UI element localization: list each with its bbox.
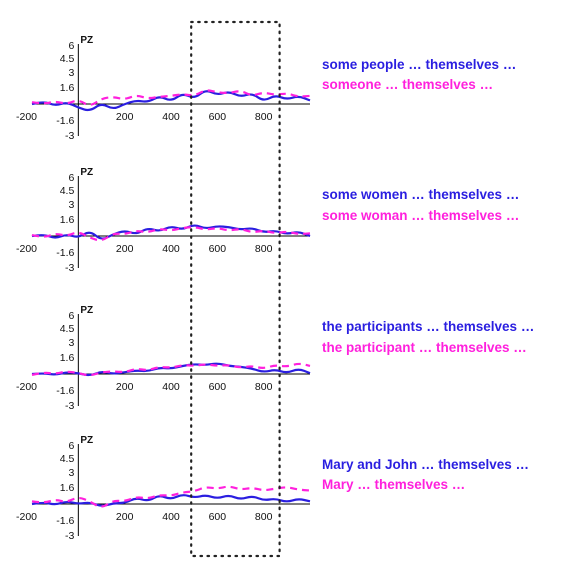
series-line-1: [31, 90, 311, 112]
legend-entry-2: someone … themselves …: [322, 77, 493, 92]
channel-label: PZ: [80, 35, 93, 46]
channel-label: PZ: [80, 435, 93, 446]
erp-panel-3: PZ 64.5 3 1.6 -1.6 -3 -200 200 400 600 800 the part…: [16, 305, 534, 412]
y-tick-label: 3: [68, 67, 74, 79]
y-tick-label: 6: [68, 172, 74, 184]
y-tick-label: 4.5: [60, 323, 75, 335]
y-tick-label: 4.5: [60, 185, 75, 197]
y-tick-label: -3: [65, 262, 74, 274]
y-tick-label: -3: [65, 130, 74, 142]
y-tick-label: 4.5: [60, 53, 75, 65]
legend-entry-2: Mary … themselves …: [322, 477, 465, 492]
y-tick-label: 3: [68, 337, 74, 349]
x-tick-label: 800: [255, 243, 273, 255]
y-tick-label: 1.6: [60, 82, 75, 94]
y-tick-label: 6: [68, 440, 74, 452]
x-tick-label: 400: [162, 111, 180, 123]
legend-entry-1: the participants … themselves …: [322, 319, 534, 334]
series-line-2: [31, 485, 311, 508]
x-tick-label: 600: [209, 111, 227, 123]
x-tick-label: 200: [116, 511, 134, 523]
x-tick-label: 600: [209, 511, 227, 523]
y-tick-label: -1.6: [56, 115, 74, 127]
x-tick-label: 400: [162, 381, 180, 393]
y-tick-label: 4.5: [60, 453, 75, 465]
channel-label: PZ: [80, 167, 93, 178]
y-tick-label: 3: [68, 467, 74, 479]
y-tick-label: 1.6: [60, 482, 75, 494]
series-line-2: [31, 362, 311, 377]
y-tick-label: -3: [65, 530, 74, 542]
series-line-1: [31, 494, 311, 507]
y-tick-label: 6: [68, 40, 74, 52]
y-tick-label: -1.6: [56, 515, 74, 527]
time-window-box: [190, 20, 281, 558]
legend-entry-1: some people … themselves …: [322, 57, 516, 72]
x-tick-label: 400: [162, 511, 180, 523]
x-tick-label: 200: [116, 381, 134, 393]
x-tick-label: 600: [209, 243, 227, 255]
x-tick-label: -200: [16, 111, 37, 123]
x-tick-label: 800: [255, 381, 273, 393]
x-tick-label: -200: [16, 381, 37, 393]
legend-entry-2: the participant … themselves …: [322, 340, 527, 355]
erp-panel-4: PZ 64.5 3 1.6 -1.6 -3 -200 200 400 600 800 Mary and…: [16, 435, 529, 542]
y-tick-label: -1.6: [56, 247, 74, 259]
erp-panel-1: PZ 64.5 3 1.6 -1.6 -3 -200 200 400 600 800 some peo…: [16, 35, 516, 142]
y-tick-label: 1.6: [60, 352, 75, 364]
legend-entry-2: some woman … themselves …: [322, 208, 519, 223]
x-tick-label: 800: [255, 511, 273, 523]
x-tick-label: 800: [255, 111, 273, 123]
x-tick-label: 400: [162, 243, 180, 255]
legend-entry-1: Mary and John … themselves …: [322, 457, 529, 472]
series-line-2: [31, 89, 311, 106]
y-tick-label: -1.6: [56, 385, 74, 397]
x-tick-label: 200: [116, 111, 134, 123]
x-tick-label: 200: [116, 243, 134, 255]
series-line-2: [31, 226, 311, 242]
y-tick-label: 6: [68, 310, 74, 322]
x-tick-label: 600: [209, 381, 227, 393]
x-tick-label: -200: [16, 511, 37, 523]
y-tick-label: 3: [68, 199, 74, 211]
legend-entry-1: some women … themselves …: [322, 187, 519, 202]
x-tick-label: -200: [16, 243, 37, 255]
y-tick-label: -3: [65, 400, 74, 412]
y-tick-label: 1.6: [60, 214, 75, 226]
erp-panel-2: PZ 64.5 3 1.6 -1.6 -3 -200 200 400 600 800 some wom…: [16, 167, 519, 274]
channel-label: PZ: [80, 305, 93, 316]
